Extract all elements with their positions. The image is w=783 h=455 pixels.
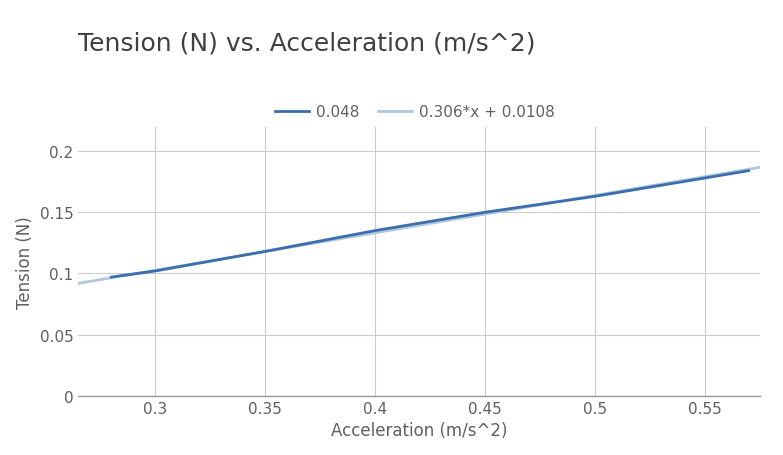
X-axis label: Acceleration (m/s^2): Acceleration (m/s^2) bbox=[330, 421, 507, 439]
Text: Tension (N) vs. Acceleration (m/s^2): Tension (N) vs. Acceleration (m/s^2) bbox=[78, 32, 536, 56]
Legend: 0.048, 0.306*x + 0.0108: 0.048, 0.306*x + 0.0108 bbox=[269, 99, 561, 126]
Y-axis label: Tension (N): Tension (N) bbox=[16, 215, 34, 308]
